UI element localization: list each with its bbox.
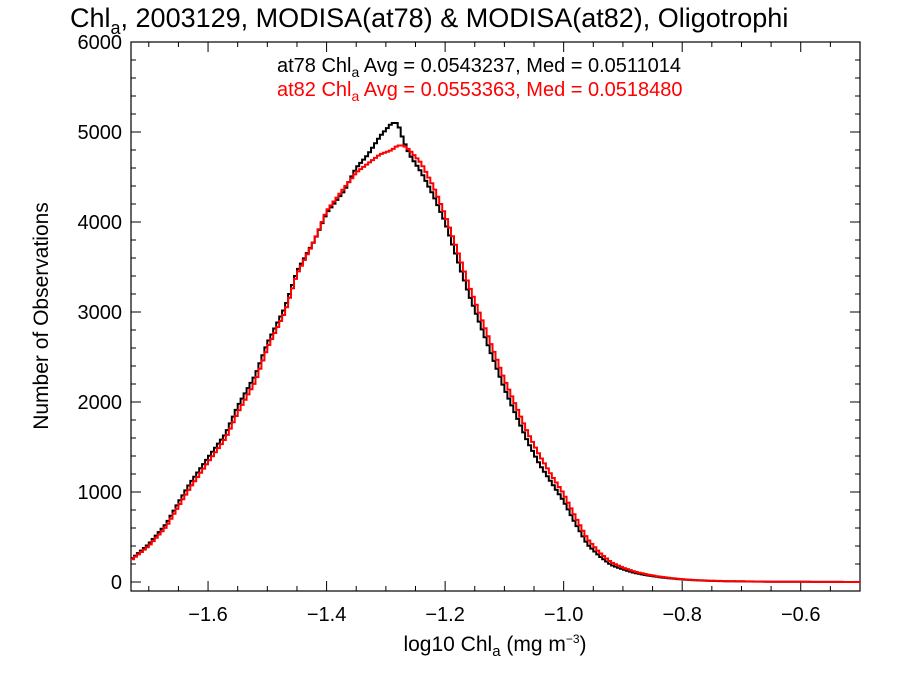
chart-title: Chla, 2003129, MODISA(at78) & MODISA(at8… (70, 3, 788, 38)
y-tick-label-6: 6000 (78, 32, 123, 54)
legend-at78-prefix: at78 Chl (277, 55, 352, 77)
x-tick-label-5: −0.6 (781, 604, 820, 626)
y-tick-label-2: 2000 (78, 392, 123, 414)
xlabel-mid: (mg m (501, 633, 566, 656)
x-tick-label-0: −1.6 (188, 604, 227, 626)
y-tick-label-1: 1000 (78, 482, 123, 504)
legend-at78: at78 Chla Avg = 0.0543237, Med = 0.05110… (277, 55, 681, 80)
legend-at82-rest: Avg = 0.0553363, Med = 0.0518480 (359, 79, 682, 101)
x-tick-label-3: −1.0 (544, 604, 583, 626)
series-line-at82 (131, 144, 860, 583)
title-prefix: Chl (70, 3, 111, 33)
title-subscript: a (111, 18, 122, 38)
xlabel-sup: −3 (566, 632, 580, 646)
xlabel-sub: a (492, 643, 501, 660)
series-layer (131, 122, 860, 583)
x-tick-label-1: −1.4 (307, 604, 346, 626)
xlabel-prefix: log10 Chl (403, 633, 492, 656)
xlabel-suffix: ) (580, 633, 587, 656)
legend-at82-prefix: at82 Chl (277, 79, 352, 101)
legend-at82: at82 Chla Avg = 0.0553363, Med = 0.05184… (277, 79, 683, 104)
y-tick-label-0: 0 (111, 572, 122, 594)
x-axis-label: log10 Chla (mg m−3) (403, 632, 586, 660)
x-axis-ticks: −1.6 −1.4 −1.2 −1.0 −0.8 −0.6 (148, 42, 831, 626)
legend-at78-sub: a (352, 64, 360, 80)
plot-frame (130, 41, 861, 592)
legend-at78-rest: Avg = 0.0543237, Med = 0.0511014 (359, 55, 681, 77)
x-tick-label-4: −0.8 (662, 604, 701, 626)
y-axis-label: Number of Observations (30, 202, 53, 430)
legend-at82-sub: a (352, 88, 360, 104)
y-axis-ticks: 0 1000 2000 3000 4000 5000 6000 (78, 32, 860, 594)
title-rest: , 2003129, MODISA(at78) & MODISA(at82), … (121, 3, 789, 33)
y-tick-label-3: 3000 (78, 302, 123, 324)
y-tick-label-5: 5000 (78, 122, 123, 144)
x-tick-label-2: −1.2 (425, 604, 464, 626)
y-tick-label-4: 4000 (78, 212, 123, 234)
